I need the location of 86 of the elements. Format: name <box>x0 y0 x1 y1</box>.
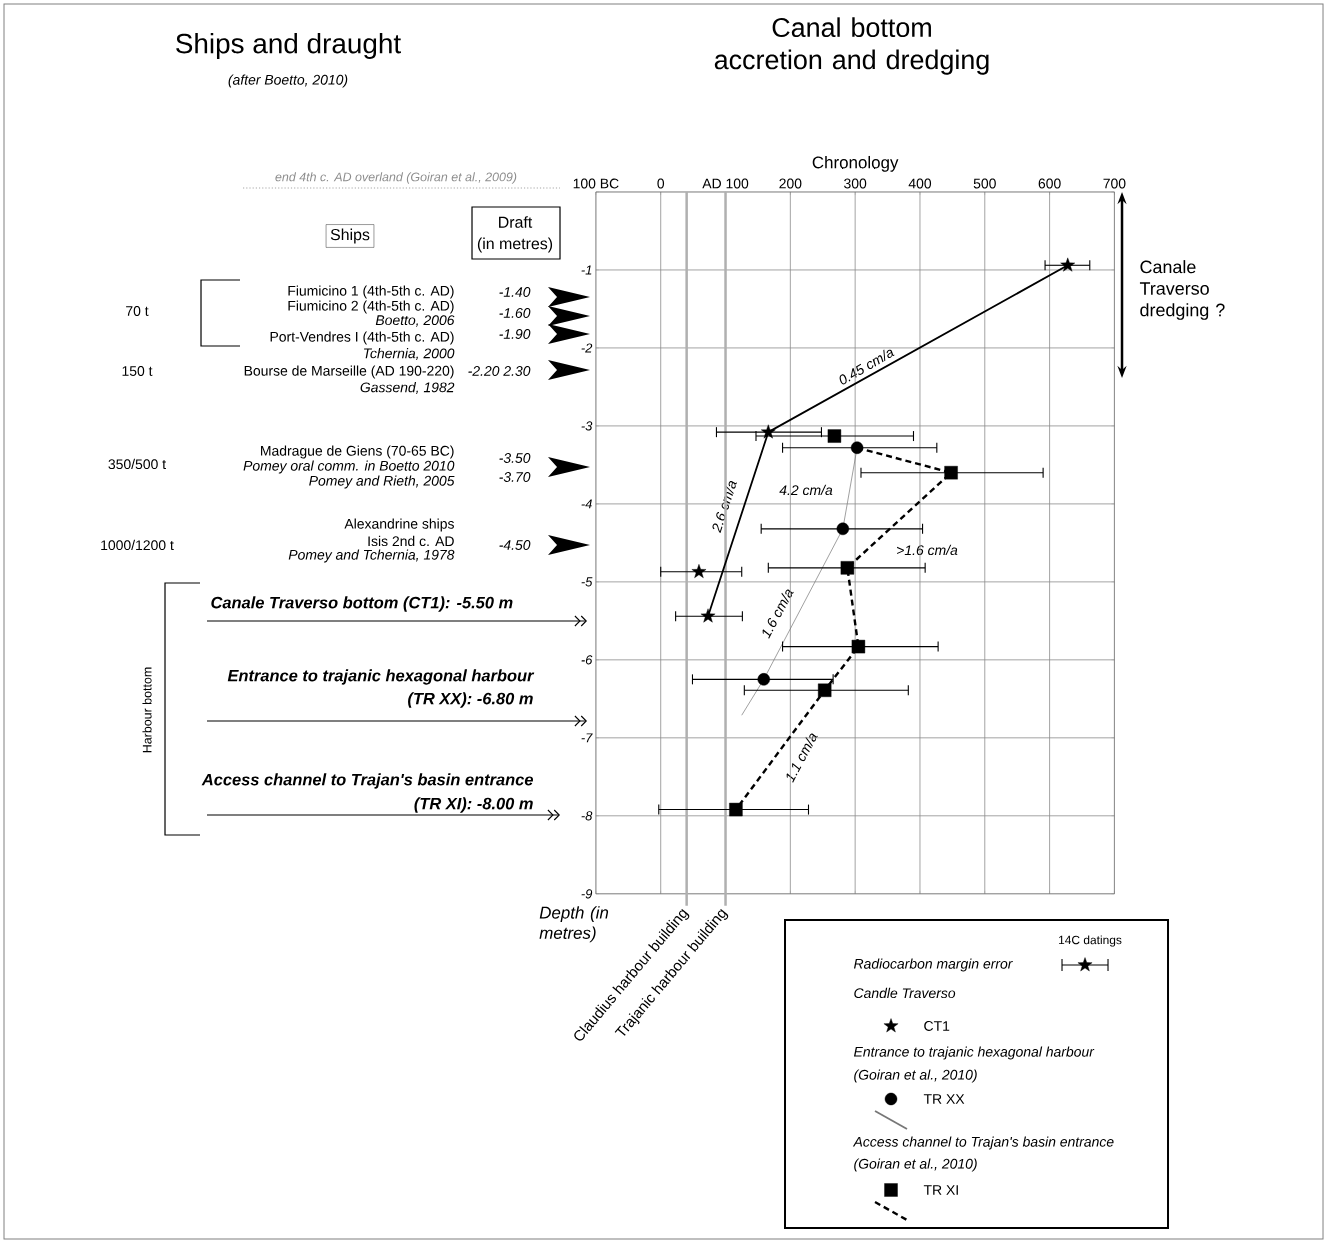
x-tick-label: 500 <box>973 178 996 189</box>
text: Pomey and Rieth, 2005 <box>309 475 455 489</box>
x-tick-label: 300 <box>844 178 867 189</box>
text: Fiumicino 2 (4th-5th c. AD) <box>288 300 454 314</box>
x-tick-label: 700 <box>1103 178 1126 189</box>
text: Radiocarbon margin error <box>853 958 1013 972</box>
text: -1.60 <box>499 308 531 318</box>
text: Entrance to trajanic hexagonal harbour <box>227 669 535 685</box>
text: Canale Traverso bottom (CT1): -5.50 m <box>211 596 513 612</box>
text: Candle Traverso <box>854 987 956 999</box>
annotation: 1.1 cm/a <box>786 733 818 783</box>
text: -1.90 <box>499 329 531 339</box>
x-tick-label: 600 <box>1038 178 1061 189</box>
text: (Goiran et al., 2010) <box>854 1158 977 1172</box>
point <box>700 608 716 623</box>
text: Draft <box>499 216 533 228</box>
x-tick-label: 0 <box>657 178 665 189</box>
text: 1000/1200 t <box>101 539 174 551</box>
y-tick-label: -2 <box>581 343 593 353</box>
y-tick-label: -8 <box>581 811 593 821</box>
text: (TR XI): -8.00 m <box>414 797 533 813</box>
text: Boetto, 2006 <box>375 315 455 327</box>
y-tick-label: -5 <box>581 577 593 587</box>
x-axis-title: Chronology <box>812 155 899 172</box>
text: -1.40 <box>499 287 531 297</box>
x-tick-label: 200 <box>779 178 802 189</box>
text: (in metres) <box>477 237 553 253</box>
point <box>827 429 842 443</box>
annotation: 0.45 cm/a <box>839 349 895 385</box>
text: 350/500 t <box>108 458 166 470</box>
text: Entrance to trajanic hexagonal harbour <box>853 1046 1095 1060</box>
x-tick-label: 100 BC <box>573 178 619 189</box>
point <box>757 673 770 686</box>
text: Isis 2nd c. AD <box>368 535 454 547</box>
text: Bourse de Marseille (AD 190-220) <box>244 365 454 379</box>
text: Gassend, 1982 <box>360 382 455 394</box>
text: Ships <box>330 228 370 244</box>
text: Port-Vendres I (4th-5th c. AD) <box>270 331 454 345</box>
text: Harbour bottom <box>142 667 152 753</box>
y-tick-label: -6 <box>581 655 593 665</box>
point <box>761 424 776 439</box>
text: -4.50 <box>499 540 531 550</box>
point <box>836 522 850 536</box>
annotation: >1.6 cm/a <box>897 544 958 556</box>
text: 70 t <box>126 306 149 316</box>
text: Access channel to Trajan's basin entrance <box>852 1136 1114 1150</box>
text: -3.50 <box>499 453 531 463</box>
legend-label: TR XX <box>923 1094 965 1104</box>
y-tick-label: -9 <box>581 889 593 899</box>
text: -2.20 2.30 <box>468 366 531 376</box>
point <box>840 561 855 575</box>
point <box>944 466 958 480</box>
text: Ships and draught <box>176 33 401 59</box>
text: Tchernia, 2000 <box>363 348 455 360</box>
text: Alexandrine ships <box>344 518 454 532</box>
point <box>1060 257 1076 272</box>
legend-label: CT1 <box>924 1021 950 1031</box>
legend-label: TR XI <box>923 1185 958 1195</box>
text: (Goiran et al., 2010) <box>854 1069 977 1083</box>
text: Canale Traverso dredging ? <box>1139 260 1225 320</box>
text: -3.70 <box>499 472 531 482</box>
y-tick-label: -3 <box>581 421 593 431</box>
text: (TR XX): -6.80 m <box>408 692 533 708</box>
y-axis-title: Depth (in metres) <box>539 906 609 943</box>
text: Madrague de Giens (70-65 BC) <box>261 445 454 459</box>
text: Pomey oral comm. in Boetto 2010 <box>243 460 455 474</box>
y-tick-label: -4 <box>581 499 592 509</box>
point <box>817 683 832 697</box>
chart-title: Canal bottom accretion and dredging <box>714 17 989 75</box>
point <box>851 639 866 654</box>
y-tick-label: -7 <box>581 733 593 743</box>
annotation: 1.6 cm/a <box>762 589 794 639</box>
text: Access channel to Trajan's basin entrance <box>201 773 534 789</box>
point <box>729 802 743 817</box>
text: 14C datings <box>1059 935 1122 947</box>
x-tick-label: AD 100 <box>702 178 749 189</box>
text: Pomey and Tchernia, 1978 <box>288 549 455 563</box>
text: (after Boetto, 2010) <box>228 74 348 88</box>
point <box>691 564 707 578</box>
text: 150 t <box>122 366 153 376</box>
annotation: 4.2 cm/a <box>779 484 833 496</box>
x-tick-label: 400 <box>908 178 932 189</box>
point <box>850 441 864 454</box>
text: Fiumicino 1 (4th-5th c. AD) <box>288 285 454 299</box>
text: end 4th c. AD overland (Goiran et al., 2009) <box>275 172 517 184</box>
y-tick-label: -1 <box>581 265 592 275</box>
